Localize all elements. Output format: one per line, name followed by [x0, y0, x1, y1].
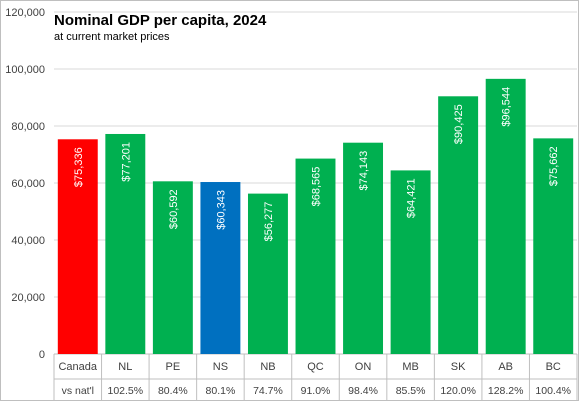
- bar-value-label: $68,565: [311, 167, 323, 207]
- bar-nb: [247, 193, 288, 354]
- bar-value-label: $77,201: [120, 142, 132, 182]
- vs-national-value: 128.2%: [488, 385, 524, 397]
- vs-national-value: 98.4%: [348, 385, 378, 397]
- bar-value-label: $75,662: [548, 146, 560, 186]
- labels-layer: 0 20,000 40,000 60,000 80,000 100,000 120,000 $…: [5, 7, 560, 361]
- bar-nl: [105, 133, 146, 354]
- category-label: NL: [118, 361, 132, 373]
- bar-bc: [533, 138, 574, 354]
- category-label: SK: [451, 361, 466, 373]
- bar-value-label: $74,143: [358, 151, 370, 191]
- vs-national-value: 80.4%: [158, 385, 188, 397]
- category-label: MB: [402, 361, 419, 373]
- vs-national-value: 85.5%: [396, 385, 426, 397]
- bar-value-label: $96,544: [501, 87, 513, 127]
- y-tick-label: 40,000: [11, 235, 45, 247]
- vs-national-value: 102.5%: [108, 385, 144, 397]
- bar-canada: [57, 139, 98, 354]
- vs-national-value: 74.7%: [253, 385, 283, 397]
- bar-on: [343, 142, 384, 354]
- category-label: NS: [213, 361, 228, 373]
- category-label: PE: [166, 361, 181, 373]
- chart-subtitle: at current market prices: [54, 31, 170, 43]
- bar-value-label: $56,277: [263, 202, 275, 242]
- y-tick-label: 80,000: [11, 121, 45, 133]
- vs-national-value: 91.0%: [301, 385, 331, 397]
- vs-national-value: 120.0%: [440, 385, 476, 397]
- bars-layer: [57, 78, 574, 354]
- y-tick-label: 60,000: [11, 178, 45, 190]
- y-tick-label: 20,000: [11, 292, 45, 304]
- y-tick-label: 0: [39, 349, 45, 361]
- category-label: AB: [498, 361, 513, 373]
- bar-value-label: $60,592: [168, 189, 180, 229]
- category-table: Canada NL PE NS NB QC ON MB SK AB BC vs nat'l 102.5%…: [53, 354, 578, 400]
- category-label: ON: [355, 361, 372, 373]
- chart-title: Nominal GDP per capita, 2024: [54, 12, 267, 29]
- vs-national-value: 80.1%: [206, 385, 236, 397]
- bar-mb: [390, 170, 431, 354]
- bar-qc: [295, 158, 336, 354]
- vs-national-header: vs nat'l: [62, 385, 94, 397]
- bar-value-label: $60,343: [215, 190, 227, 230]
- y-tick-label: 100,000: [5, 64, 45, 76]
- category-label: BC: [546, 361, 561, 373]
- vs-national-value: 100.4%: [535, 385, 571, 397]
- bar-value-label: $90,425: [453, 104, 465, 144]
- bar-sk: [438, 96, 479, 354]
- bar-ns: [200, 182, 241, 354]
- bar-value-label: $64,421: [406, 178, 418, 218]
- bar-value-label: $75,336: [73, 147, 85, 187]
- category-label: Canada: [58, 361, 97, 373]
- category-label: NB: [260, 361, 275, 373]
- category-label: QC: [307, 361, 324, 373]
- y-tick-label: 120,000: [5, 7, 45, 19]
- bar-pe: [152, 181, 193, 354]
- bar-ab: [485, 78, 526, 354]
